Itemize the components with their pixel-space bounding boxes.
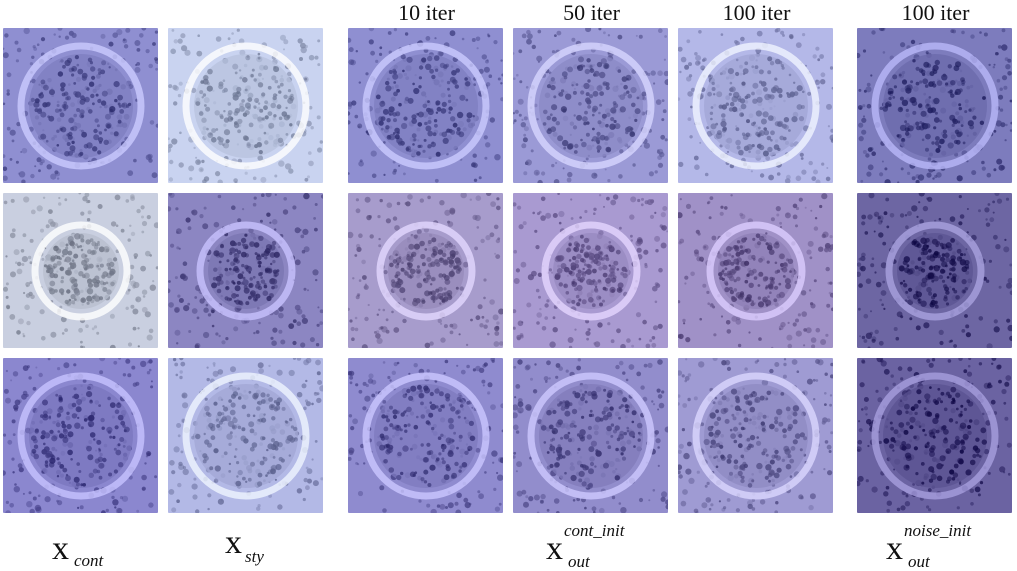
tile-row1-iter100-noise	[857, 28, 1012, 183]
tile-row1-content	[3, 28, 158, 183]
tile-row1-iter50	[513, 28, 668, 183]
glomerular-tuft	[704, 54, 808, 158]
label-x-out-noise-sup: noise_init	[904, 521, 972, 540]
glomerular-tuft	[29, 54, 133, 158]
glomerular-tuft	[539, 54, 643, 158]
tile-row3-iter50	[513, 358, 668, 513]
tile-row3-iter100-noise	[857, 358, 1012, 513]
label-x-sty-base: x	[225, 524, 242, 561]
tile-row2-iter100-noise	[857, 193, 1012, 348]
capsule-ring	[541, 221, 641, 321]
header-50-iter: 50 iter	[563, 0, 620, 25]
tile-row3-content	[3, 358, 158, 513]
capsule-ring	[362, 42, 490, 170]
capsule-ring	[182, 42, 310, 170]
glomerulus-image	[168, 193, 323, 348]
glomerulus-image	[513, 193, 668, 348]
glomerulus-image	[3, 193, 158, 348]
label-x-out-noise-sub: out	[908, 552, 930, 571]
glomerulus-image	[168, 28, 323, 183]
capsule-ring	[17, 372, 145, 500]
capsule-ring	[692, 372, 820, 500]
capsule-ring	[376, 221, 476, 321]
tile-row2-iter10	[348, 193, 503, 348]
label-x-cont-sub: cont	[74, 551, 104, 570]
glomerulus-image	[348, 28, 503, 183]
tile-row2-iter50	[513, 193, 668, 348]
glomerular-tuft	[194, 384, 298, 488]
label-x-out-cont-sup: cont_init	[564, 521, 625, 540]
capsule-ring	[17, 42, 145, 170]
tile-row3-style	[168, 358, 323, 513]
header-100-iter-cont: 100 iter	[722, 0, 791, 25]
tile-row3-iter100-cont	[678, 358, 833, 513]
tile-row2-content	[3, 193, 158, 348]
capsule-ring	[871, 42, 999, 170]
capsule-ring	[362, 372, 490, 500]
glomerulus-image	[857, 193, 1012, 348]
glomerulus-image	[857, 358, 1012, 513]
glomerulus-image	[168, 358, 323, 513]
tile-row1-style	[168, 28, 323, 183]
header-100-iter-noise: 100 iter	[901, 0, 970, 25]
glomerulus-image	[678, 28, 833, 183]
label-x-sty-sub: sty	[245, 547, 264, 566]
capsule-ring	[527, 372, 655, 500]
header-10-iter: 10 iter	[398, 0, 455, 25]
glomerulus-image	[3, 28, 158, 183]
glomerulus-image	[3, 358, 158, 513]
glomerulus-image	[513, 358, 668, 513]
glomerulus-image	[513, 28, 668, 183]
glomerulus-image	[348, 358, 503, 513]
label-x-out-noise-init: x noise_init out	[886, 522, 1011, 571]
label-x-out-cont-base: x	[546, 530, 563, 567]
capsule-ring	[182, 372, 310, 500]
label-x-out-noise-base: x	[886, 530, 903, 567]
tile-row3-iter10	[348, 358, 503, 513]
tile-row2-style	[168, 193, 323, 348]
tile-row1-iter10	[348, 28, 503, 183]
glomerular-tuft	[43, 233, 119, 309]
capsule-ring	[706, 221, 806, 321]
glomerulus-image	[678, 358, 833, 513]
capsule-ring	[885, 221, 985, 321]
glomerulus-image	[678, 193, 833, 348]
capsule-ring	[871, 372, 999, 500]
capsule-ring	[692, 42, 820, 170]
label-x-cont: x cont	[52, 522, 132, 571]
label-x-out-cont-sub: out	[568, 552, 590, 571]
capsule-ring	[527, 42, 655, 170]
label-x-out-cont-init: x cont_init out	[546, 522, 666, 571]
label-x-sty: x sty	[225, 522, 305, 571]
capsule-ring	[31, 221, 131, 321]
capsule-ring	[196, 221, 296, 321]
glomerulus-image	[348, 193, 503, 348]
label-x-cont-base: x	[52, 530, 69, 567]
glomerulus-image	[857, 28, 1012, 183]
tile-row1-iter100-cont	[678, 28, 833, 183]
tile-row2-iter100-cont	[678, 193, 833, 348]
